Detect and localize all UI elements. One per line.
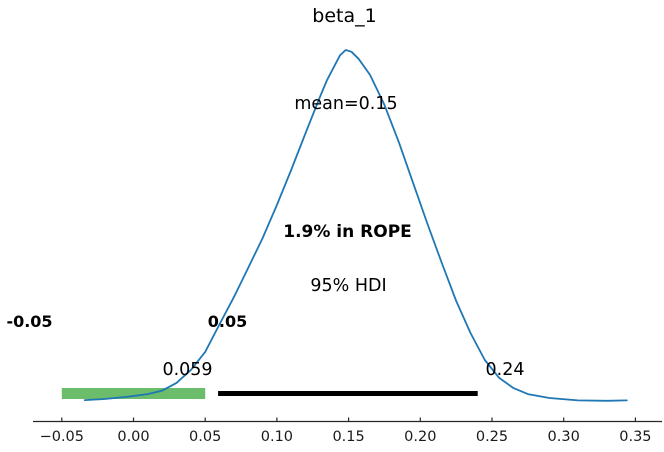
x-tick-label: 0.05 xyxy=(189,429,221,445)
kde-curve xyxy=(83,49,628,402)
plot-title: beta_1 xyxy=(312,5,376,27)
x-tick-label: −0.05 xyxy=(40,429,84,445)
x-tick-label: 0.35 xyxy=(619,429,651,445)
x-tick-label: 0.30 xyxy=(548,429,580,445)
hdi-upper-label: 0.24 xyxy=(486,360,525,380)
x-tick-label: 0.20 xyxy=(404,429,436,445)
x-tick-label: 0.00 xyxy=(117,429,149,445)
rope-percentage-annotation: 1.9% in ROPE xyxy=(283,222,412,242)
hdi-label: 95% HDI xyxy=(310,276,386,296)
mean-annotation: mean=0.15 xyxy=(294,94,397,114)
x-tick-label: 0.25 xyxy=(476,429,508,445)
rope-interval-bar xyxy=(61,388,206,399)
x-axis-ticks: −0.05 0.00 0.05 0.10 0.15 0.20 0.25 0.30 0.35 xyxy=(40,417,652,445)
rope-lower-label: -0.05 xyxy=(6,312,52,331)
x-tick-label: 0.10 xyxy=(261,429,293,445)
rope-upper-label: 0.05 xyxy=(208,312,247,331)
hdi-lower-label: 0.059 xyxy=(162,360,212,380)
x-tick-label: 0.15 xyxy=(332,429,364,445)
